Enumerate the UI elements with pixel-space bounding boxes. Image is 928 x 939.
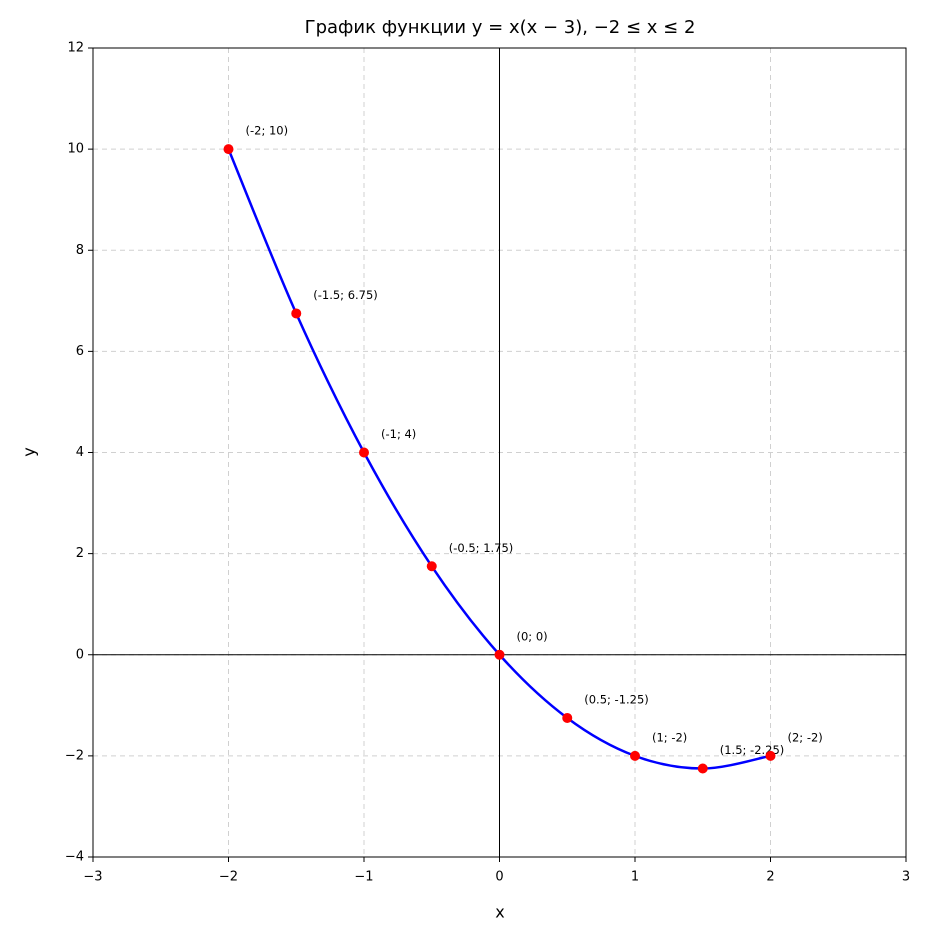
y-tick-label: 10 <box>67 142 84 157</box>
y-tick-label: 4 <box>76 445 84 460</box>
point-label: (-1.5; 6.75) <box>313 288 378 302</box>
point-label: (-0.5; 1.75) <box>449 541 514 555</box>
x-axis-label: x <box>495 903 504 922</box>
point <box>291 308 302 319</box>
y-tick-label: 2 <box>76 546 84 561</box>
point-label: (0; 0) <box>517 629 548 643</box>
point <box>630 750 640 761</box>
point <box>765 750 776 761</box>
x-tick-label: −1 <box>354 870 373 885</box>
x-tick-label: −3 <box>83 870 102 885</box>
y-tick-label: −4 <box>65 850 84 865</box>
point <box>562 712 573 723</box>
y-axis-label: y <box>20 447 39 456</box>
y-tick-label: 12 <box>67 41 84 56</box>
y-tick-label: 0 <box>76 647 84 662</box>
point <box>494 649 505 660</box>
point <box>697 763 708 774</box>
point <box>359 447 369 458</box>
x-tick-label: 1 <box>631 870 639 885</box>
x-tick-label: 2 <box>766 870 774 885</box>
x-tick-label: 0 <box>495 870 503 885</box>
point <box>223 144 234 155</box>
y-tick-label: −2 <box>65 748 84 763</box>
plot-frame <box>92 47 907 858</box>
point-label: (-1; 4) <box>381 427 416 441</box>
chart-title: График функции y = x(x − 3), −2 ≤ x ≤ 2 <box>305 17 696 38</box>
point-label: (0.5; -1.25) <box>584 692 649 706</box>
point-label: (-2; 10) <box>246 124 289 138</box>
point-label: (2; -2) <box>788 730 823 744</box>
x-tick-label: 3 <box>902 870 910 885</box>
x-tick-label: −2 <box>219 870 238 885</box>
y-tick-label: 6 <box>76 344 84 359</box>
y-tick-label: 8 <box>76 243 84 258</box>
point <box>426 561 437 572</box>
point-label: (1; -2) <box>652 730 687 744</box>
